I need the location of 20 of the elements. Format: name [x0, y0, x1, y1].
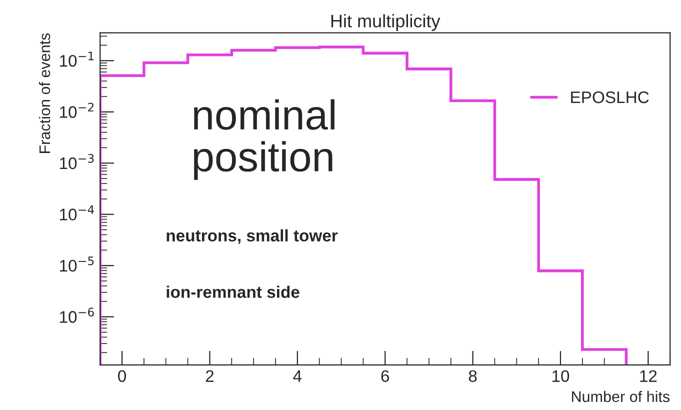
y-tick-label: 10$^{−3}$ — [60, 154, 94, 170]
x-tick-label: 6 — [381, 370, 390, 382]
chart-title: Hit multiplicity — [331, 14, 440, 31]
x-tick-label: 8 — [468, 370, 477, 382]
annotation: ion-remnant side — [166, 286, 300, 298]
x-tick-label: 10 — [552, 370, 570, 382]
x-tick-label: 2 — [206, 370, 214, 382]
annotation: nominal position — [194, 99, 334, 180]
x-tick-label: 12 — [640, 370, 657, 382]
y-tick-label: 10$^{−5}$ — [60, 256, 94, 272]
x-tick-label: 0 — [118, 370, 126, 382]
annotation: neutrons, small tower — [166, 229, 338, 244]
y-tick-label: 10$^{−4}$ — [60, 205, 94, 220]
y-axis-title: Fraction of events — [38, 33, 50, 153]
y-tick-label: 10$^{−1}$ — [60, 52, 94, 67]
y-tick-label: 10$^{−6}$ — [60, 308, 94, 323]
legend-label: EPOSLHC — [571, 91, 649, 104]
x-tick-label: 4 — [293, 370, 302, 382]
y-tick-label: 10$^{−2}$ — [60, 102, 94, 118]
x-axis-title: Number of hits — [572, 390, 670, 402]
